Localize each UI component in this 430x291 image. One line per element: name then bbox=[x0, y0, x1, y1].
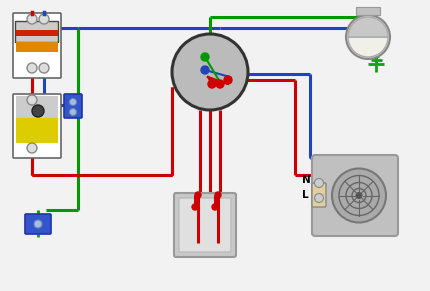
Bar bbox=[356, 7, 380, 15]
Circle shape bbox=[314, 178, 323, 187]
Circle shape bbox=[34, 220, 42, 228]
FancyBboxPatch shape bbox=[13, 94, 61, 158]
Circle shape bbox=[39, 14, 49, 24]
FancyBboxPatch shape bbox=[312, 155, 398, 236]
Circle shape bbox=[201, 53, 209, 61]
Wedge shape bbox=[348, 37, 388, 57]
Bar bbox=[16, 108, 58, 143]
Text: L: L bbox=[302, 190, 309, 200]
Circle shape bbox=[195, 192, 201, 198]
Circle shape bbox=[208, 80, 216, 88]
Wedge shape bbox=[348, 17, 388, 37]
Circle shape bbox=[70, 98, 77, 106]
Circle shape bbox=[314, 194, 323, 203]
FancyBboxPatch shape bbox=[312, 183, 326, 207]
Circle shape bbox=[172, 34, 248, 110]
FancyBboxPatch shape bbox=[25, 214, 51, 234]
Circle shape bbox=[216, 80, 224, 88]
Bar bbox=[16, 96, 58, 118]
Bar bbox=[16, 42, 58, 52]
FancyBboxPatch shape bbox=[64, 94, 82, 118]
Circle shape bbox=[27, 143, 37, 153]
FancyBboxPatch shape bbox=[13, 13, 61, 78]
Circle shape bbox=[32, 105, 44, 117]
Circle shape bbox=[356, 192, 362, 199]
Bar bbox=[16, 30, 58, 36]
Circle shape bbox=[224, 76, 232, 84]
Circle shape bbox=[70, 109, 77, 116]
Circle shape bbox=[212, 204, 218, 210]
Circle shape bbox=[192, 204, 198, 210]
FancyBboxPatch shape bbox=[174, 193, 236, 257]
Circle shape bbox=[27, 63, 37, 73]
FancyBboxPatch shape bbox=[179, 198, 231, 252]
Circle shape bbox=[39, 63, 49, 73]
Circle shape bbox=[27, 95, 37, 105]
Circle shape bbox=[215, 192, 221, 198]
FancyBboxPatch shape bbox=[15, 22, 58, 42]
Circle shape bbox=[346, 15, 390, 59]
Circle shape bbox=[201, 66, 209, 74]
Circle shape bbox=[332, 168, 386, 223]
Circle shape bbox=[27, 14, 37, 24]
Text: N: N bbox=[302, 175, 311, 185]
